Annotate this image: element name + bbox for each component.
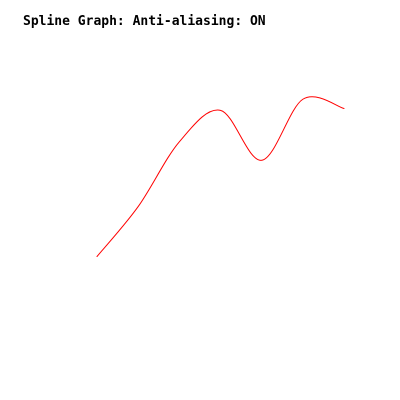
chart-title: Spline Graph: Anti-aliasing: ON — [23, 14, 266, 29]
spline-series-line — [96, 96, 345, 257]
